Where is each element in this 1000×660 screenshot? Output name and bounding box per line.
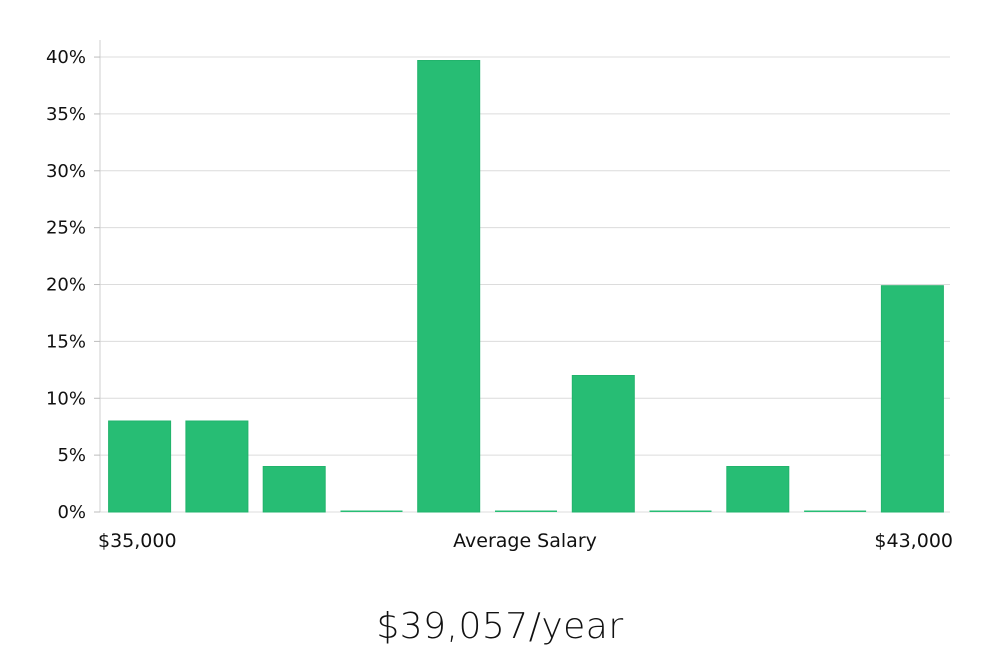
bar-8 — [649, 510, 712, 512]
y-tick-label: 0% — [57, 502, 86, 523]
x-axis: $35,000 Average Salary $43,000 — [98, 530, 953, 552]
chart-bars — [108, 60, 944, 513]
bar-2 — [185, 420, 249, 513]
y-tick-label: 20% — [46, 275, 86, 296]
bar-6 — [495, 510, 557, 512]
y-tick-label: 25% — [46, 218, 86, 239]
bar-7 — [571, 375, 635, 513]
y-tick-label: 15% — [46, 331, 86, 352]
bar-9 — [726, 466, 790, 513]
average-salary-headline: $39,057/year — [376, 606, 624, 647]
y-tick-label: 5% — [57, 445, 86, 466]
bar-5 — [417, 60, 481, 513]
bar-3 — [262, 466, 326, 513]
bar-10 — [804, 510, 867, 512]
salary-distribution-chart: 0% 5% 10% 15% 20% 25% 30% 35% 40% $35,000 Averag… — [46, 40, 953, 552]
y-tick-label: 10% — [46, 388, 86, 409]
x-label-min: $35,000 — [98, 530, 177, 552]
y-tick-label: 35% — [46, 104, 86, 125]
bar-11 — [880, 285, 944, 513]
bar-1 — [108, 420, 172, 513]
y-tick-label: 30% — [46, 161, 86, 182]
y-axis: 0% 5% 10% 15% 20% 25% 30% 35% 40% — [46, 40, 101, 523]
y-tick-label: 40% — [46, 47, 86, 68]
bar-4 — [340, 510, 403, 512]
x-label-max: $43,000 — [874, 530, 953, 552]
x-axis-title: Average Salary — [453, 530, 597, 552]
